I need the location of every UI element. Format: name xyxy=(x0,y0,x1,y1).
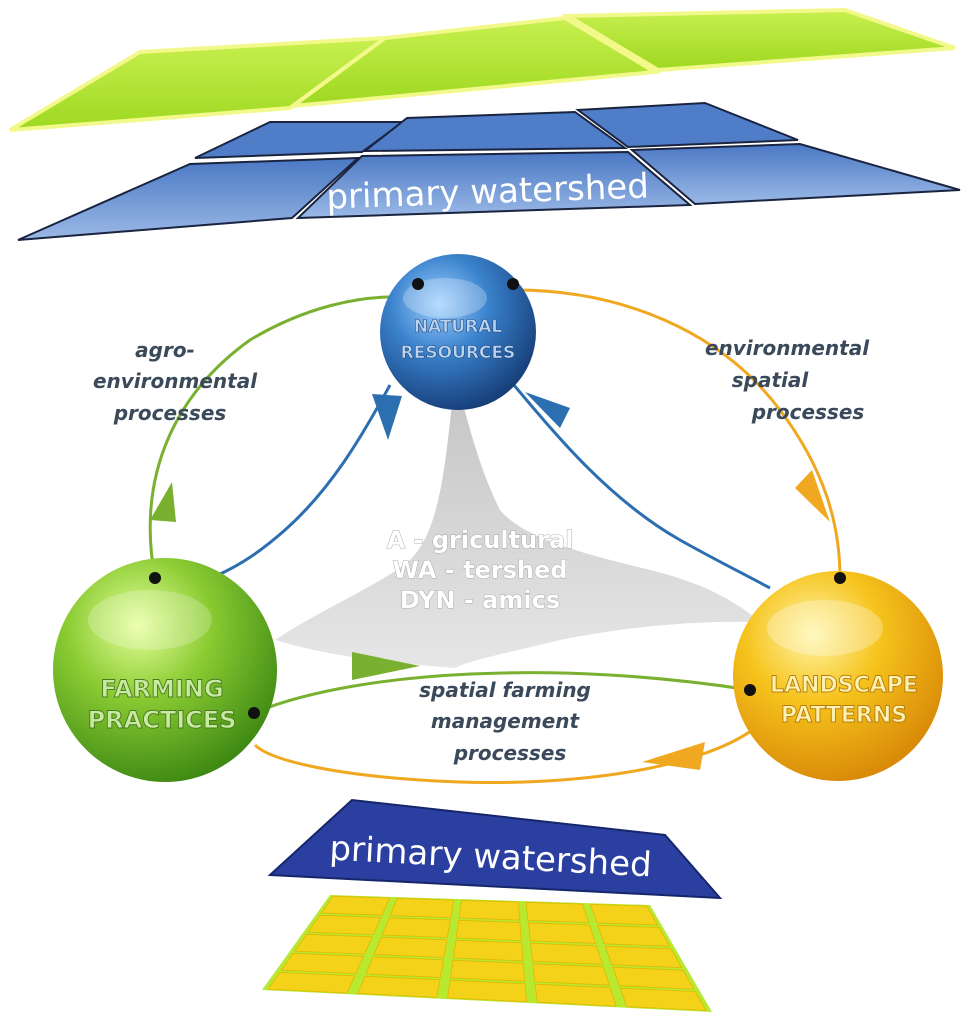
connector-dot xyxy=(149,572,161,584)
field-cell xyxy=(450,959,526,982)
top-blue-tile xyxy=(629,142,961,206)
environmental-process-arrow xyxy=(514,288,842,579)
field-cell xyxy=(365,956,444,978)
natural-resources-node: NATURAL RESOURCES xyxy=(380,254,536,410)
farming-practices-label-line1: FARMING xyxy=(100,675,223,703)
field-cell xyxy=(597,924,671,947)
bottom-watershed: primary watershed xyxy=(267,798,723,900)
environmental-line1: environmental xyxy=(705,336,870,360)
field-cell xyxy=(604,945,683,969)
farming-line2: management xyxy=(431,709,581,733)
blue-arrow-left xyxy=(217,384,392,577)
field-cell xyxy=(294,933,373,955)
blue-arrow-right xyxy=(506,377,771,590)
environmental-arrowhead xyxy=(795,470,830,522)
farming-process-arrow xyxy=(255,671,751,714)
agro-line3: processes xyxy=(113,401,227,425)
agro-process-label: agro- environmental processes xyxy=(93,338,258,425)
agro-process-arrow xyxy=(148,295,419,579)
farming-practices-sphere xyxy=(53,558,277,782)
landscape-patterns-node: LANDSCAPE PATTERNS xyxy=(733,571,943,781)
sphere-highlight xyxy=(767,600,883,656)
center-agwadyn-label: A - gricultural WA - tershed DYN - amics xyxy=(386,526,574,615)
landscape-patterns-sphere xyxy=(733,571,943,781)
field-cell xyxy=(357,975,441,998)
farming-line1: spatial farming xyxy=(419,678,591,702)
natural-resources-sphere xyxy=(380,254,536,410)
environmental-line2: spatial xyxy=(732,368,810,392)
field-cell xyxy=(381,917,451,938)
field-cell xyxy=(452,939,524,962)
field-cell xyxy=(527,922,597,944)
top-green-layer xyxy=(8,7,956,132)
top-blue-tile xyxy=(295,150,693,220)
top-green-tile xyxy=(286,15,662,109)
field-cell xyxy=(525,901,590,923)
landscape-return-arrowhead xyxy=(642,742,705,770)
top-blue-tile xyxy=(575,101,799,149)
field-cell xyxy=(307,914,382,936)
farming-practices-label-line2: PRACTICES xyxy=(88,706,237,734)
natural-resources-label-line1: NATURAL xyxy=(414,317,503,337)
landscape-patterns-label-line2: PATTERNS xyxy=(781,703,907,728)
landscape-patterns-label-line1: LANDSCAPE xyxy=(770,673,918,698)
agro-arrowhead xyxy=(150,482,176,522)
center-shadow xyxy=(275,375,760,668)
center-line1: A - gricultural xyxy=(387,526,574,554)
field-cell xyxy=(530,942,603,965)
sphere-highlight xyxy=(403,278,487,318)
field-cell xyxy=(589,903,659,926)
field-cell xyxy=(455,919,522,941)
field-cell xyxy=(619,987,707,1011)
farming-arrowhead xyxy=(352,652,420,680)
top-watershed-grid: primary watershed xyxy=(17,101,961,241)
top-blue-tile xyxy=(17,156,361,241)
center-line2: WA - tershed xyxy=(392,556,567,584)
center-line3: DYN - amics xyxy=(400,586,560,614)
environmental-process-label: environmental spatial processes xyxy=(705,336,870,424)
connector-dot xyxy=(412,278,424,290)
top-blue-tile xyxy=(194,121,407,159)
agro-line1: agro- xyxy=(135,338,195,362)
farming-practices-node: FARMING PRACTICES xyxy=(53,558,277,782)
field-cell xyxy=(267,971,356,994)
top-blue-tile xyxy=(362,110,629,153)
bottom-watershed-plane xyxy=(267,798,723,900)
agro-line2: environmental xyxy=(93,369,258,393)
sphere-highlight xyxy=(88,590,212,650)
bottom-field-grid xyxy=(262,895,712,1012)
natural-resources-label-line2: RESOURCES xyxy=(401,343,516,363)
field-cell xyxy=(612,966,695,990)
environmental-line3: processes xyxy=(751,400,865,424)
connector-dot xyxy=(744,684,756,696)
field-cell xyxy=(532,963,610,986)
top-green-tile xyxy=(561,7,956,73)
connector-dot xyxy=(248,707,260,719)
field-cell xyxy=(320,895,391,916)
blue-arrowhead-right xyxy=(525,392,570,428)
field-cell xyxy=(447,979,527,1003)
farming-line3: processes xyxy=(453,741,567,765)
field-cell xyxy=(389,897,455,919)
connector-dot xyxy=(507,278,519,290)
farming-process-label: spatial farming management processes xyxy=(419,678,591,765)
field-cell xyxy=(458,899,521,921)
field-cell xyxy=(373,936,448,958)
field-cell xyxy=(534,983,617,1007)
blue-arrowhead-left xyxy=(372,394,402,440)
field-cell xyxy=(280,952,365,974)
connector-dot xyxy=(834,572,846,584)
